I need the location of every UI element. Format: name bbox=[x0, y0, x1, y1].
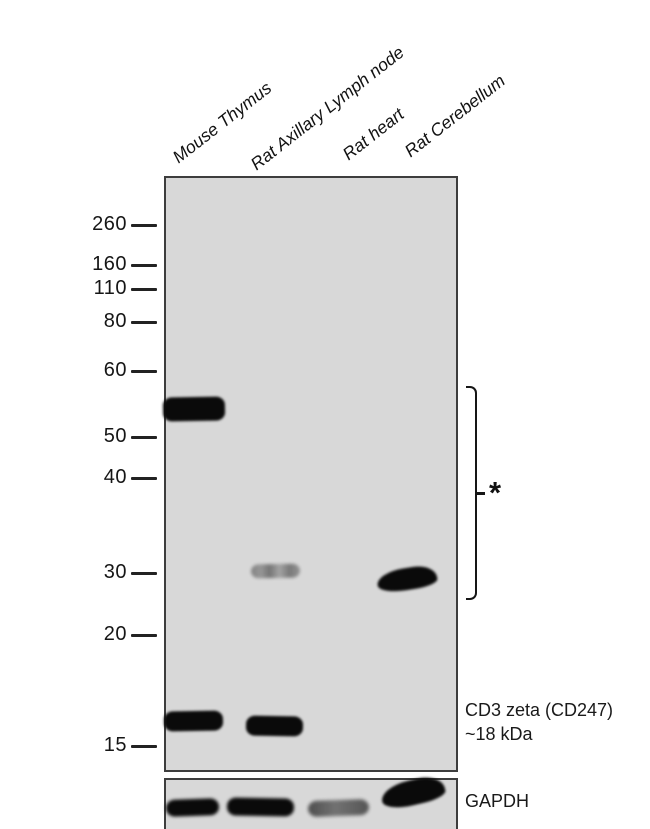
mw-marker-tick-260 bbox=[131, 224, 157, 227]
band-main-rat-axillary-lymph-node bbox=[245, 715, 304, 737]
target-protein-label: CD3 zeta (CD247) bbox=[465, 700, 614, 720]
band-main-rat-axillary-lymph-node bbox=[250, 563, 301, 579]
band-gapdh-rat-heart bbox=[307, 798, 370, 818]
asterisk-note: * bbox=[489, 475, 502, 510]
band-gapdh-rat-axillary-lymph-node bbox=[226, 797, 295, 817]
mw-marker-tick-20 bbox=[131, 634, 157, 637]
blot-panel-main bbox=[164, 176, 458, 772]
mw-marker-tick-15 bbox=[131, 745, 157, 748]
mw-marker-label-260: 260 bbox=[92, 213, 127, 235]
mw-marker-label-30: 30 bbox=[103, 561, 127, 583]
loading-control-label: GAPDH bbox=[465, 791, 530, 811]
mw-marker-tick-60 bbox=[131, 370, 157, 373]
lane-label-rat-axillary-lymph-node: Rat Axillary Lymph node bbox=[246, 42, 408, 175]
mw-marker-label-110: 110 bbox=[93, 277, 127, 299]
mw-marker-label-20: 20 bbox=[103, 623, 127, 645]
mw-marker-label-160: 160 bbox=[92, 253, 127, 275]
mw-marker-label-15: 15 bbox=[103, 734, 127, 756]
band-main-mouse-thymus bbox=[163, 710, 224, 732]
band-gapdh-mouse-thymus bbox=[165, 798, 220, 817]
mw-marker-label-80: 80 bbox=[103, 310, 127, 332]
bracket-mid-tick bbox=[476, 492, 485, 495]
mw-marker-label-60: 60 bbox=[103, 359, 127, 381]
mw-marker-tick-110 bbox=[131, 288, 157, 291]
mw-marker-tick-40 bbox=[131, 477, 157, 480]
mw-marker-label-40: 40 bbox=[103, 466, 127, 488]
mw-marker-tick-50 bbox=[131, 436, 157, 439]
mw-marker-tick-80 bbox=[131, 321, 157, 324]
lane-label-rat-heart: Rat heart bbox=[338, 103, 408, 164]
band-main-mouse-thymus bbox=[162, 396, 226, 422]
lane-label-rat-cerebellum: Rat Cerebellum bbox=[400, 70, 509, 161]
mw-marker-label-50: 50 bbox=[103, 425, 127, 447]
target-molecular-weight-label: ~18 kDa bbox=[465, 724, 533, 744]
mw-marker-tick-160 bbox=[131, 264, 157, 267]
mw-marker-tick-30 bbox=[131, 572, 157, 575]
